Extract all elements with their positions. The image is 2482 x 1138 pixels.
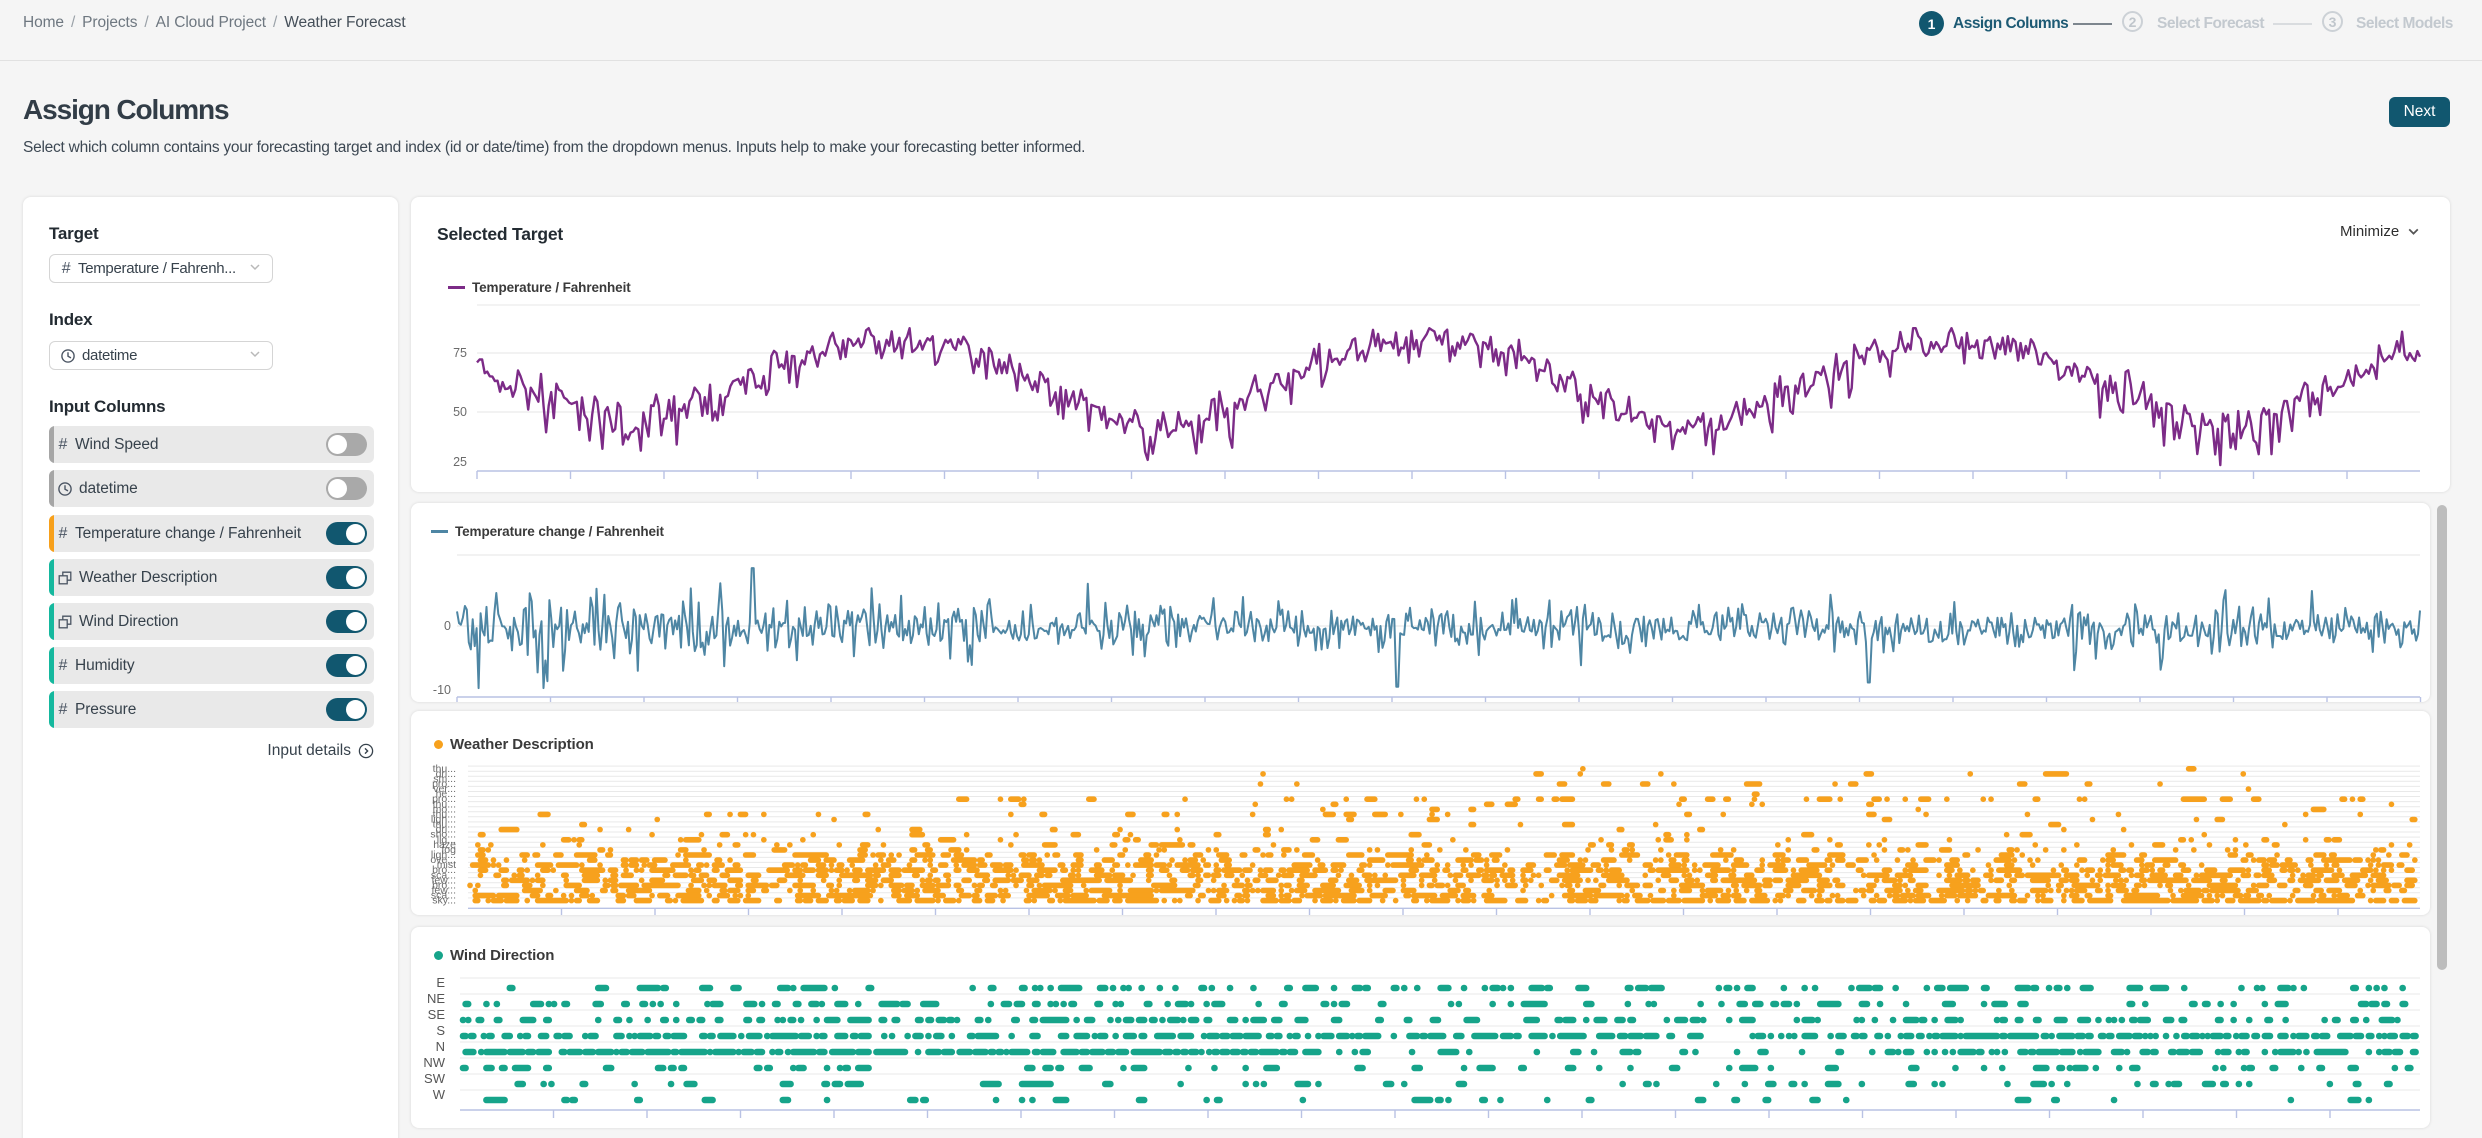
svg-text:thu...: thu...: [433, 808, 456, 820]
svg-text:fog: fog: [441, 844, 456, 856]
svg-text:-10: -10: [433, 683, 451, 697]
svg-text:thu...: thu...: [433, 798, 456, 810]
svg-text:SW: SW: [424, 1071, 446, 1086]
svg-text:N: N: [436, 1039, 445, 1054]
svg-text:pro...: pro...: [432, 778, 456, 790]
svg-text:ver...: ver...: [433, 783, 456, 795]
svg-text:he...: he...: [436, 788, 456, 800]
svg-text:50: 50: [453, 405, 467, 419]
svg-text:25: 25: [453, 455, 467, 469]
svg-text:SE: SE: [428, 1007, 446, 1022]
svg-text:thu...: thu...: [433, 763, 456, 775]
svg-text:0: 0: [444, 619, 451, 633]
svg-text:sca...: sca...: [431, 890, 456, 902]
svg-text:NW: NW: [423, 1055, 445, 1070]
svg-text:few...: few...: [431, 874, 456, 886]
svg-text:thu...: thu...: [433, 819, 456, 831]
svg-text:mo...: mo...: [433, 803, 456, 815]
svg-text:ove...: ove...: [430, 854, 456, 866]
svg-text:haze: haze: [433, 839, 456, 851]
svg-text:sky...: sky...: [432, 895, 456, 907]
svg-text:bro...: bro...: [432, 864, 456, 876]
svg-text:E: E: [436, 975, 445, 990]
svg-text:mist: mist: [437, 859, 456, 871]
svg-text:sca...: sca...: [431, 869, 456, 881]
svg-text:few...: few...: [431, 885, 456, 897]
svg-text:S: S: [436, 1023, 445, 1038]
svg-text:dri...: dri...: [436, 824, 456, 836]
svg-text:W: W: [433, 1087, 446, 1102]
svg-text:75: 75: [453, 346, 467, 360]
svg-text:sm...: sm...: [433, 773, 456, 785]
svg-text:bro...: bro...: [432, 879, 456, 891]
svg-text:dri...: dri...: [436, 768, 456, 780]
svg-text:ligh...: ligh...: [431, 849, 456, 861]
svg-text:pro...: pro...: [432, 793, 456, 805]
svg-text:sho...: sho...: [430, 829, 456, 841]
svg-text:lig...: lig...: [437, 834, 456, 846]
svg-text:ligh...: ligh...: [431, 814, 456, 826]
svg-text:NE: NE: [427, 991, 445, 1006]
